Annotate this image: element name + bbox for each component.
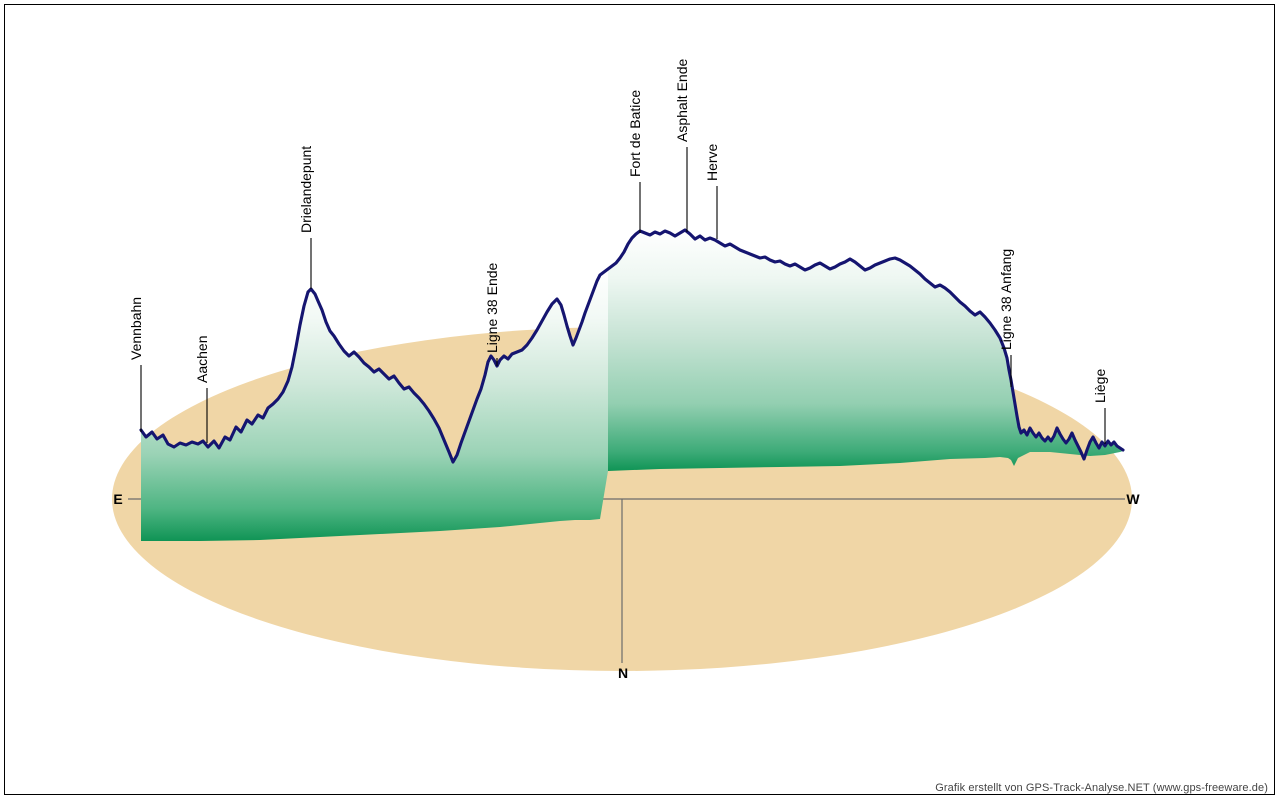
waypoint-label-4: Fort de Batice [627,90,643,177]
track-fill-group [139,228,1125,541]
waypoint-label-8: Liège [1092,369,1108,403]
waypoint-label-5: Asphalt Ende [674,59,690,142]
waypoint-label-7: Ligne 38 Anfang [998,249,1014,350]
compass-label-north: N [618,665,628,681]
waypoint-label-1: Aachen [194,336,210,383]
compass-label-west: W [1126,491,1140,507]
waypoint-tick-group [140,147,1106,444]
waypoint-label-2: Drielandepunt [298,146,314,233]
waypoint-label-6: Herve [704,143,720,181]
waypoint-label-group: Vennbahn Aachen Drielandepunt Ligne 38 Ende… [128,59,1108,403]
compass-letters-group: E W N [113,491,1140,681]
credit-text: Grafik erstellt von GPS-Track-Analyse.NE… [935,782,1268,794]
waypoint-label-3: Ligne 38 Ende [484,262,500,353]
track-area-fill-overlap [608,230,1123,471]
compass-label-east: E [113,491,122,507]
track-ridge-line [139,228,1125,464]
waypoint-label-0: Vennbahn [128,297,144,360]
track-area-fill [141,269,608,541]
